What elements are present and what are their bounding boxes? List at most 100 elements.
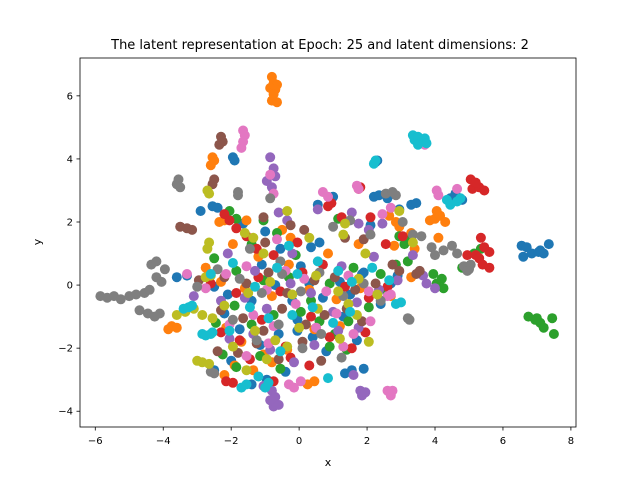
scatter-point (272, 234, 282, 245)
scatter-point (156, 276, 167, 287)
scatter-point (277, 303, 288, 314)
scatter-point (367, 262, 378, 273)
scatter-point (397, 231, 408, 242)
scatter-point (309, 340, 320, 350)
scatter-point (234, 324, 245, 335)
scatter-point (428, 269, 439, 279)
scatter-point (205, 329, 216, 339)
scatter-point (365, 229, 376, 240)
scatter-point (306, 242, 316, 253)
scatter-point (234, 335, 245, 346)
scatter-point (462, 265, 473, 276)
scatter-point (385, 202, 396, 213)
scatter-point (241, 215, 252, 226)
scatter-point (273, 399, 284, 410)
scatter-point (407, 250, 418, 261)
scatter-point (195, 206, 206, 216)
scatter-point (248, 232, 259, 243)
scatter-point (134, 305, 145, 316)
scatter-point (343, 316, 354, 327)
y-tick-label: −4 (58, 407, 73, 418)
scatter-point (265, 193, 276, 204)
scatter-point (346, 207, 357, 218)
x-tick-label: 2 (364, 436, 370, 447)
scatter-point (365, 316, 376, 327)
scatter-point (290, 299, 301, 309)
scatter-point (171, 179, 182, 190)
scatter-point (304, 232, 315, 243)
scatter-point (227, 258, 238, 268)
scatter-point (287, 310, 298, 320)
scatter-point (404, 314, 415, 325)
scatter-point (256, 288, 267, 298)
scatter-point (227, 239, 238, 250)
scatter-point (187, 224, 198, 235)
scatter-point (285, 220, 296, 231)
scatter-point (421, 278, 432, 289)
scatter-point (421, 138, 432, 149)
scatter-point (115, 294, 126, 305)
scatter-point (377, 209, 388, 220)
scatter-point (413, 139, 423, 150)
scatter-point (238, 313, 249, 324)
scatter-point (390, 190, 401, 201)
scatter-point (187, 300, 198, 311)
scatter-point (535, 245, 546, 256)
scatter-point (209, 368, 220, 379)
scatter-point (304, 360, 315, 371)
scatter-point (477, 259, 488, 270)
scatter-point (227, 314, 238, 325)
scatter-point (233, 190, 243, 201)
scatter-point (227, 341, 238, 352)
scatter-point (375, 269, 386, 279)
scatter-point (348, 262, 359, 273)
x-tick-label: 0 (296, 436, 302, 447)
scatter-point (312, 256, 323, 267)
scatter-point (265, 395, 276, 406)
scatter-point (384, 275, 395, 286)
scatter-point (295, 306, 306, 317)
scatter-point (214, 139, 225, 150)
scatter-point (311, 270, 322, 281)
scatter-point (205, 269, 216, 279)
scatter-point (314, 237, 325, 248)
scatter-point (273, 319, 284, 330)
scatter-point (333, 265, 344, 276)
x-tick-label: −2 (224, 436, 239, 447)
scatter-point (188, 291, 199, 302)
scatter-point (163, 324, 174, 335)
scatter-point (221, 269, 232, 279)
scatter-point (360, 387, 371, 398)
scatter-point (273, 207, 284, 218)
scatter-point (368, 251, 379, 262)
scatter-point (518, 251, 529, 262)
scatter-point (231, 362, 242, 373)
scatter-point (204, 358, 215, 369)
scatter-point (377, 218, 388, 229)
scatter-point (250, 281, 260, 292)
scatter-point (411, 198, 422, 209)
scatter-point (250, 325, 260, 336)
scatter-point (363, 302, 374, 313)
scatter-point (353, 218, 364, 229)
scatter-point (387, 385, 398, 396)
y-tick-label: 4 (67, 154, 73, 165)
scatter-point (222, 289, 233, 300)
scatter-point (253, 371, 264, 382)
scatter-point (414, 265, 425, 276)
scatter-point (433, 232, 444, 243)
scatter-point (547, 313, 558, 324)
plot-frame (79, 57, 577, 428)
scatter-point (283, 240, 294, 251)
scatter-point (251, 335, 262, 346)
scatter-point (216, 327, 226, 338)
scatter-point (299, 224, 310, 235)
scatter-point (452, 183, 463, 194)
scatter-point (282, 206, 293, 216)
scatter-point (159, 264, 170, 275)
scatter-point (197, 310, 208, 320)
scatter-point (260, 237, 271, 248)
scatter-point (171, 272, 182, 283)
scatter-point (323, 248, 333, 259)
scatter-point (430, 283, 440, 294)
